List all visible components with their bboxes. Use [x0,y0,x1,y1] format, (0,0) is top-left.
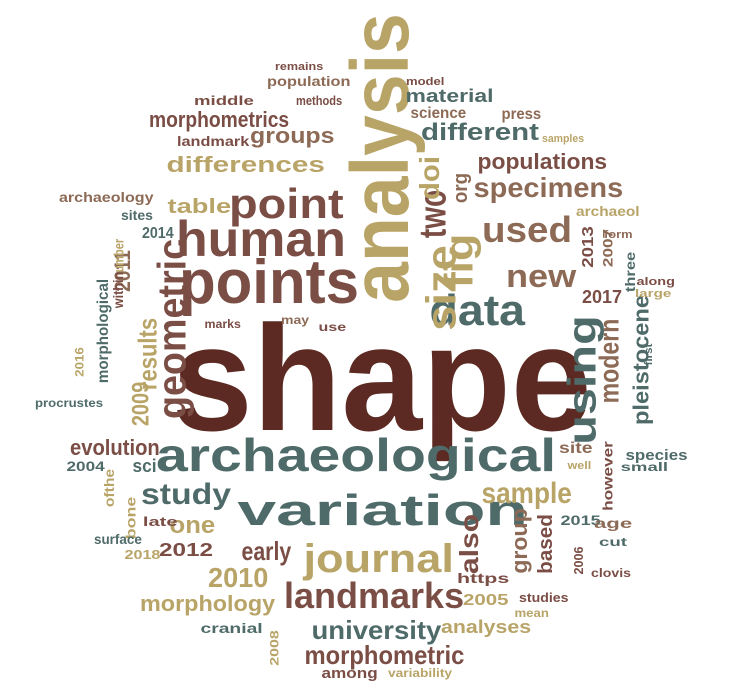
word-group: group [507,508,533,574]
word-marks: marks [203,317,241,331]
word-2018: 2018 [124,546,160,562]
word-methods: methods [296,92,343,108]
word-landmarks: landmarks [284,575,465,616]
word-table: table [167,196,231,218]
word-2005: 2005 [463,592,509,609]
word-species: species [625,446,688,464]
word-landmark: landmark [176,133,250,149]
word-modern: modern [592,318,624,404]
word-within: within [110,271,127,309]
word-morphometric: morphometric [304,640,464,670]
word-results: results [132,317,163,391]
word-archaeology: archaeology [58,189,154,205]
word-2017: 2017 [582,287,623,307]
word-clovis: clovis [591,566,632,580]
word-new: new [505,258,577,294]
word-fig: fig [436,233,481,289]
word-sites: sites [121,207,153,223]
word-cranial: cranial [199,620,263,636]
word-sci: sci [132,456,157,476]
word-remains: remains [274,60,324,73]
word-first: first [642,343,655,365]
word-model: model [405,75,445,88]
word-variation: variation [236,486,528,535]
word-groups: groups [249,123,335,148]
word-small: small [620,460,668,474]
word-however: however [598,441,615,511]
word-point: point [228,180,344,227]
word-points: points [178,248,360,317]
word-site: site [559,440,593,457]
word-2010: 2010 [207,562,269,593]
word-use: use [318,320,346,334]
word-three: three [622,251,639,293]
word-https: https [456,570,510,586]
word-different: different [421,119,539,146]
word-along: along [635,275,675,288]
word-2015: 2015 [559,512,601,528]
word-specimens: specimens [473,172,623,203]
word-org: org [450,172,473,204]
word-also: also [454,513,485,575]
word-among: among [320,664,378,682]
word-differences: differences [165,152,325,177]
word-2006: 2006 [570,546,586,574]
word-variability: variability [387,666,453,680]
word-journal: journal [302,537,454,581]
word-populations: populations [477,149,607,174]
word-human: human [175,211,346,267]
word-2016: 2016 [71,347,86,377]
word-2009: 2009 [127,381,155,427]
word-analyses: analyses [441,617,532,637]
word-form: form [603,228,633,241]
word-study: study [140,478,232,511]
word-science: science [409,105,466,122]
word-large: large [634,287,672,300]
word-2013: 2013 [579,226,597,268]
word-material: material [405,86,494,106]
word-data: data [429,286,526,335]
word-mean: mean [513,606,549,620]
word-morphometrics: morphometrics [149,107,290,132]
word-2008: 2008 [266,630,281,666]
word-doi: doi [414,155,445,201]
word-sample: sample [481,477,572,510]
word-early: early [240,536,291,566]
word-late: late [142,513,178,529]
word-may: may [280,313,310,327]
word-ofthe: ofthe [101,468,118,508]
word-morphology: morphology [139,591,275,616]
word-cut: cut [598,535,628,549]
word-shape: shape [171,294,592,462]
word-surface: surface [93,531,142,547]
word-procrustes: procrustes [34,396,104,410]
word-2004: 2004 [65,458,105,474]
word-used: used [482,209,573,250]
word-samples: samples [541,132,585,145]
word-2014: 2014 [141,225,174,242]
word-age: age [593,515,633,531]
word-archaeological: archaeological [156,429,557,481]
word-one: one [169,512,215,539]
word-2012: 2012 [158,540,214,560]
word-well: well [567,459,591,472]
word-press: press [500,106,541,123]
word-population: population [267,73,351,89]
word-university: university [310,615,441,645]
word-archaeol: archaeol [576,203,640,219]
word-evolution: evolution [70,435,160,460]
word-studies: studies [519,589,569,605]
word-based: based [534,514,557,574]
word-middle: middle [194,92,254,108]
